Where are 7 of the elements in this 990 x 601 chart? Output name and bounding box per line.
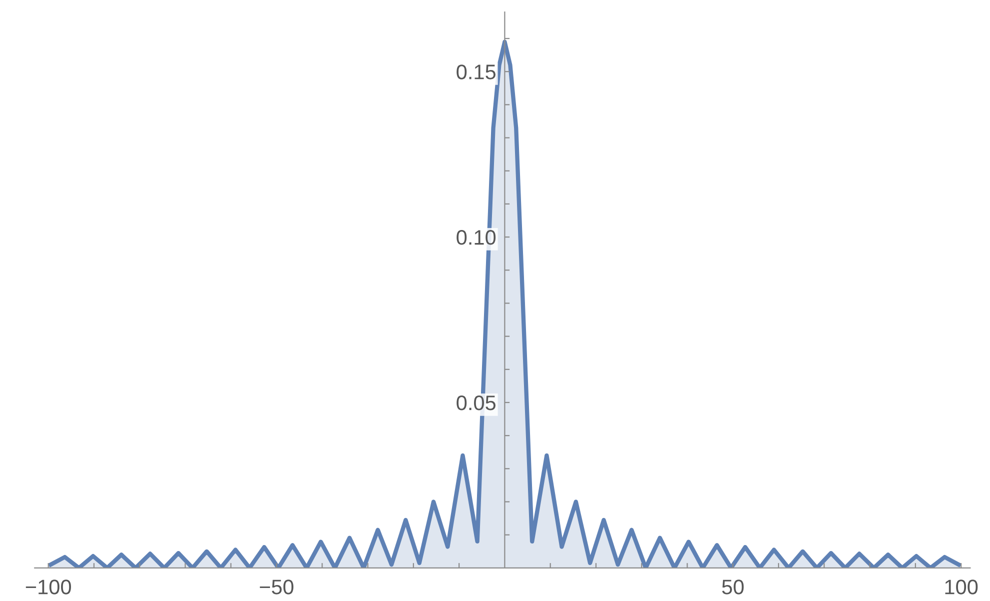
y-tick-label: 0.15: [456, 64, 496, 80]
x-tick-label: 100: [945, 580, 978, 594]
x-tick-label: −100: [26, 580, 71, 594]
x-tick-label: −50: [260, 580, 294, 594]
y-tick-label: 0.05: [456, 395, 496, 410]
y-tick-label: 0.10: [456, 230, 496, 245]
x-tick-label: 50: [722, 580, 744, 594]
